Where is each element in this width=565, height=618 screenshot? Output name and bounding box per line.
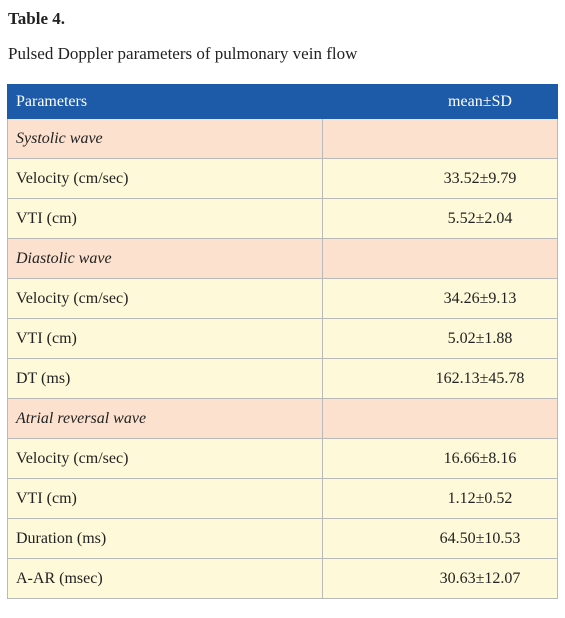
data-row: VTI (cm) 5.02±1.88 xyxy=(7,318,558,359)
empty-cell xyxy=(322,118,558,159)
value-cell: 5.02±1.88 xyxy=(322,318,558,359)
data-row: A-AR (msec) 30.63±12.07 xyxy=(7,558,558,599)
data-row: Velocity (cm/sec) 34.26±9.13 xyxy=(7,278,558,319)
section-label: Diastolic wave xyxy=(7,238,323,279)
parameter-cell: A-AR (msec) xyxy=(7,558,323,599)
header-row: Parameters mean±SD xyxy=(7,84,558,119)
table-title: Table 4. xyxy=(8,9,66,28)
parameter-cell: Velocity (cm/sec) xyxy=(7,278,323,319)
section-row: Atrial reversal wave xyxy=(7,398,558,439)
parameter-cell: Duration (ms) xyxy=(7,518,323,559)
parameter-cell: Velocity (cm/sec) xyxy=(7,158,323,199)
value-cell: 30.63±12.07 xyxy=(322,558,558,599)
parameter-cell: VTI (cm) xyxy=(7,318,323,359)
section-label: Systolic wave xyxy=(7,118,323,159)
data-row: DT (ms) 162.13±45.78 xyxy=(7,358,558,399)
value-cell: 34.26±9.13 xyxy=(322,278,558,319)
table-body: Systolic wave Velocity (cm/sec) 33.52±9.79… xyxy=(7,118,558,599)
value-cell: 5.52±2.04 xyxy=(322,198,558,239)
header-cell: mean±SD xyxy=(322,84,558,119)
table-caption: Pulsed Doppler parameters of pulmonary v… xyxy=(8,44,358,63)
section-label: Atrial reversal wave xyxy=(7,398,323,439)
header-cell: Parameters xyxy=(7,84,323,119)
value-cell: 1.12±0.52 xyxy=(322,478,558,519)
data-row: Duration (ms) 64.50±10.53 xyxy=(7,518,558,559)
value-cell: 162.13±45.78 xyxy=(322,358,558,399)
data-row: Velocity (cm/sec) 16.66±8.16 xyxy=(7,438,558,479)
parameter-cell: Velocity (cm/sec) xyxy=(7,438,323,479)
parameter-cell: VTI (cm) xyxy=(7,198,323,239)
value-cell: 16.66±8.16 xyxy=(322,438,558,479)
section-row: Diastolic wave xyxy=(7,238,558,279)
value-cell: 64.50±10.53 xyxy=(322,518,558,559)
empty-cell xyxy=(322,238,558,279)
data-table: Parameters mean±SD Systolic wave Velocity… xyxy=(7,84,558,599)
section-row: Systolic wave xyxy=(7,118,558,159)
parameter-cell: VTI (cm) xyxy=(7,478,323,519)
parameter-cell: DT (ms) xyxy=(7,358,323,399)
data-row: Velocity (cm/sec) 33.52±9.79 xyxy=(7,158,558,199)
empty-cell xyxy=(322,398,558,439)
value-cell: 33.52±9.79 xyxy=(322,158,558,199)
data-row: VTI (cm) 5.52±2.04 xyxy=(7,198,558,239)
data-row: VTI (cm) 1.12±0.52 xyxy=(7,478,558,519)
